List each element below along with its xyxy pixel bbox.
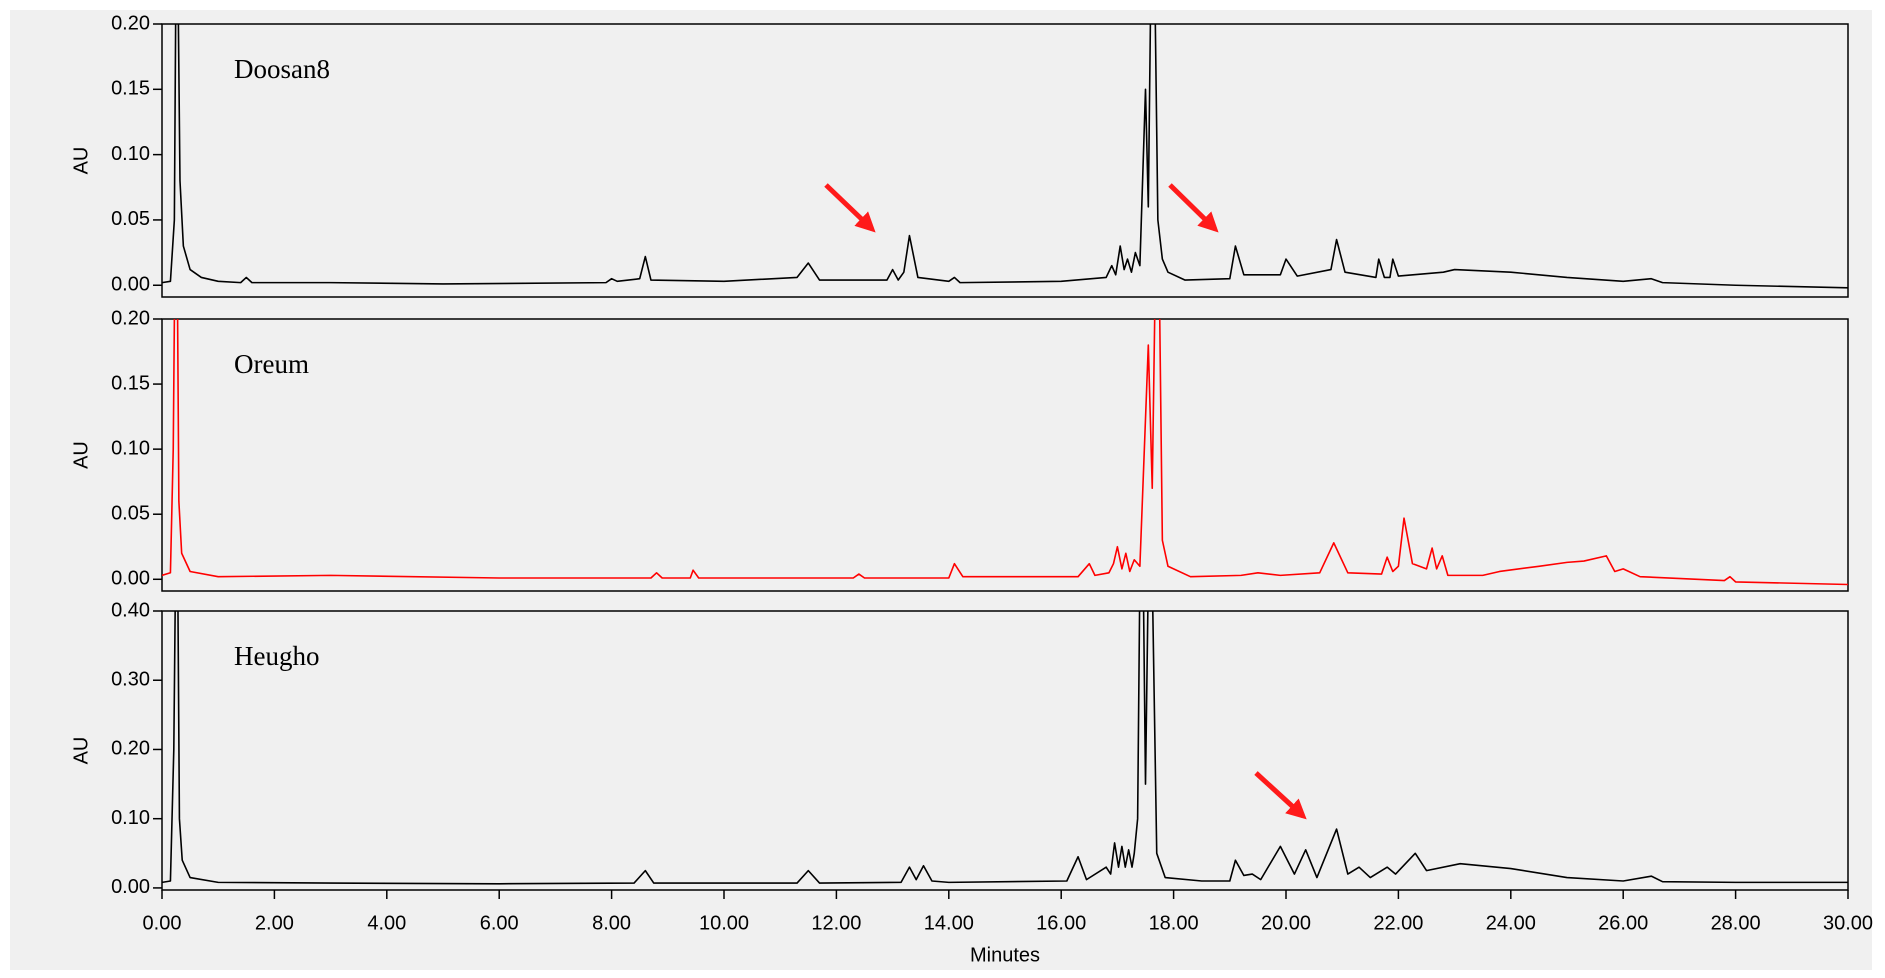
y-axis-label: AU <box>70 147 92 175</box>
y-tick-label: 0.10 <box>111 437 150 459</box>
x-tick-label: 2.00 <box>255 912 294 934</box>
x-tick-label: 30.00 <box>1823 912 1873 934</box>
y-tick-label: 0.10 <box>111 807 150 829</box>
y-tick-label: 0.20 <box>111 12 150 34</box>
x-tick-label: 22.00 <box>1373 912 1423 934</box>
y-tick-label: 0.05 <box>111 208 150 230</box>
series-label: Doosan8 <box>234 54 330 84</box>
series-label: Oreum <box>234 349 309 379</box>
y-tick-label: 0.10 <box>111 143 150 165</box>
y-tick-label: 0.00 <box>111 568 150 590</box>
trace <box>162 319 1848 586</box>
y-tick-label: 0.30 <box>111 669 150 691</box>
x-tick-label: 6.00 <box>480 912 519 934</box>
trace <box>162 611 1848 885</box>
y-tick-label: 0.20 <box>111 738 150 760</box>
trace <box>162 24 1848 289</box>
series-label: Heugho <box>234 641 319 671</box>
arrow <box>1168 183 1219 233</box>
x-tick-label: 26.00 <box>1598 912 1648 934</box>
plot-area <box>161 318 1849 592</box>
x-tick-label: 12.00 <box>811 912 861 934</box>
x-tick-label: 20.00 <box>1261 912 1311 934</box>
y-tick-label: 0.00 <box>111 274 150 296</box>
plots: 0.00 0.05 0.10 0.15 0.20 AU Doosan8 0.00 0.05 0.1… <box>70 12 1873 966</box>
arrow <box>824 183 876 233</box>
x-tick-label: 16.00 <box>1036 912 1086 934</box>
y-tick-label: 0.40 <box>111 599 150 621</box>
plot-area <box>161 23 1849 298</box>
x-tick-label: 0.00 <box>143 912 182 934</box>
x-tick-label: 10.00 <box>699 912 749 934</box>
x-axis-label: Minutes <box>970 944 1040 966</box>
x-tick-label: 18.00 <box>1149 912 1199 934</box>
x-tick-label: 8.00 <box>592 912 631 934</box>
plot-area <box>161 610 1849 891</box>
x-tick-label: 4.00 <box>367 912 406 934</box>
y-tick-label: 0.20 <box>111 307 150 329</box>
y-tick-label: 0.15 <box>111 372 150 394</box>
x-tick-label: 24.00 <box>1486 912 1536 934</box>
x-tick-label: 14.00 <box>924 912 974 934</box>
arrow <box>1254 771 1307 820</box>
x-tick-label: 28.00 <box>1711 912 1761 934</box>
y-axis-label: AU <box>70 441 92 469</box>
y-axis-label: AU <box>70 737 92 765</box>
y-tick-label: 0.00 <box>111 876 150 898</box>
y-tick-label: 0.15 <box>111 78 150 100</box>
y-tick-label: 0.05 <box>111 502 150 524</box>
